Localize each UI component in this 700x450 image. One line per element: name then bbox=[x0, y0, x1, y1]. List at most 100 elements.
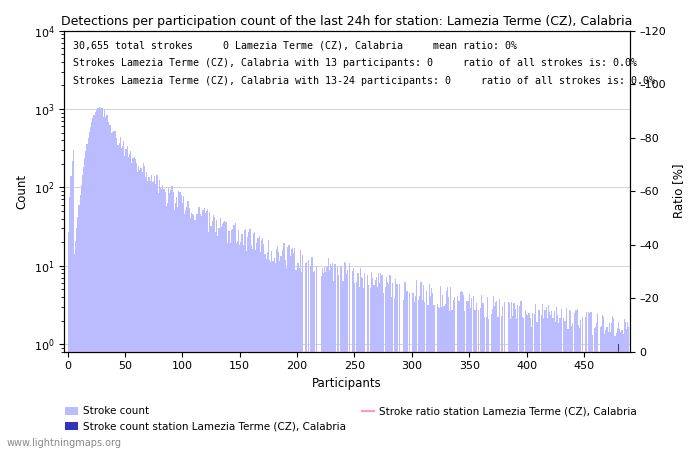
Bar bbox=[552, 318, 554, 450]
Bar bbox=[304, 263, 306, 450]
Legend: Stroke count, Stroke count station Lamezia Terme (CZ), Calabria, Stroke ratio st: Stroke count, Stroke count station Lamez… bbox=[61, 402, 641, 436]
Bar bbox=[364, 273, 365, 450]
Bar bbox=[338, 275, 339, 450]
Bar bbox=[428, 284, 430, 450]
Bar bbox=[195, 214, 197, 450]
Bar bbox=[106, 115, 107, 450]
Bar bbox=[233, 225, 235, 450]
Bar bbox=[604, 333, 606, 450]
Bar bbox=[154, 176, 155, 450]
Bar bbox=[163, 189, 164, 450]
Bar bbox=[625, 322, 626, 450]
Bar bbox=[127, 146, 128, 450]
Bar bbox=[120, 137, 121, 450]
Bar bbox=[179, 192, 181, 450]
Bar bbox=[283, 243, 284, 450]
Bar bbox=[526, 314, 527, 450]
Bar bbox=[290, 249, 292, 450]
Bar bbox=[166, 206, 167, 450]
Bar bbox=[130, 151, 131, 450]
Bar bbox=[439, 308, 440, 450]
Bar bbox=[430, 288, 432, 450]
Bar bbox=[71, 162, 73, 450]
Bar bbox=[78, 205, 80, 450]
Bar bbox=[394, 298, 395, 450]
Bar bbox=[225, 222, 227, 450]
Bar bbox=[150, 175, 152, 450]
Bar bbox=[295, 270, 297, 450]
Bar bbox=[557, 315, 558, 450]
Bar bbox=[461, 292, 462, 450]
Bar bbox=[153, 181, 154, 450]
Bar bbox=[251, 245, 252, 450]
Bar bbox=[104, 110, 105, 450]
Bar bbox=[487, 297, 488, 450]
Bar bbox=[207, 209, 208, 450]
Bar bbox=[469, 294, 470, 450]
Bar bbox=[182, 203, 183, 450]
Bar bbox=[222, 224, 223, 450]
Bar bbox=[96, 110, 97, 450]
Bar bbox=[610, 332, 611, 450]
Bar bbox=[444, 304, 446, 450]
Bar bbox=[176, 197, 177, 450]
Bar bbox=[333, 281, 335, 450]
Bar bbox=[160, 188, 161, 450]
Bar bbox=[608, 332, 609, 450]
Bar bbox=[238, 230, 239, 450]
Bar bbox=[418, 300, 419, 450]
Bar bbox=[362, 278, 363, 450]
Bar bbox=[278, 252, 279, 450]
Bar bbox=[395, 279, 396, 450]
Bar bbox=[211, 221, 213, 450]
Bar bbox=[596, 324, 597, 450]
Bar bbox=[389, 275, 391, 450]
Bar bbox=[602, 315, 603, 450]
Bar bbox=[252, 249, 253, 450]
Bar bbox=[454, 297, 455, 450]
Bar bbox=[75, 241, 76, 450]
Bar bbox=[123, 141, 125, 450]
Bar bbox=[550, 315, 552, 450]
Bar bbox=[197, 214, 198, 450]
Bar bbox=[122, 146, 123, 450]
Bar bbox=[349, 263, 351, 450]
Bar bbox=[134, 159, 136, 450]
Bar bbox=[164, 192, 166, 450]
Bar bbox=[310, 266, 312, 450]
Bar bbox=[437, 304, 438, 450]
Y-axis label: Ratio [%]: Ratio [%] bbox=[672, 164, 685, 218]
Bar bbox=[600, 327, 601, 450]
Bar bbox=[277, 246, 278, 450]
Bar bbox=[504, 302, 505, 450]
Bar bbox=[517, 305, 518, 450]
Bar bbox=[494, 306, 495, 450]
Bar bbox=[314, 271, 315, 450]
Bar bbox=[112, 132, 113, 450]
Bar bbox=[227, 243, 228, 450]
Bar bbox=[488, 319, 489, 450]
Bar bbox=[458, 302, 459, 450]
Bar bbox=[234, 223, 236, 450]
Bar bbox=[609, 323, 610, 450]
Bar bbox=[137, 172, 138, 450]
Bar bbox=[175, 203, 176, 450]
Bar bbox=[337, 267, 338, 450]
Bar bbox=[84, 158, 85, 450]
Bar bbox=[491, 309, 493, 450]
Bar bbox=[332, 263, 333, 450]
Bar bbox=[128, 157, 129, 450]
Bar bbox=[74, 254, 75, 450]
Bar bbox=[584, 317, 586, 450]
Bar bbox=[520, 301, 522, 450]
Bar bbox=[473, 296, 475, 450]
Bar bbox=[229, 230, 230, 450]
Bar bbox=[100, 108, 102, 450]
Bar bbox=[326, 266, 328, 450]
Bar bbox=[547, 318, 548, 450]
X-axis label: Participants: Participants bbox=[312, 377, 382, 390]
Bar bbox=[268, 240, 269, 450]
Bar bbox=[172, 186, 173, 450]
Bar bbox=[356, 282, 358, 450]
Bar bbox=[186, 207, 188, 450]
